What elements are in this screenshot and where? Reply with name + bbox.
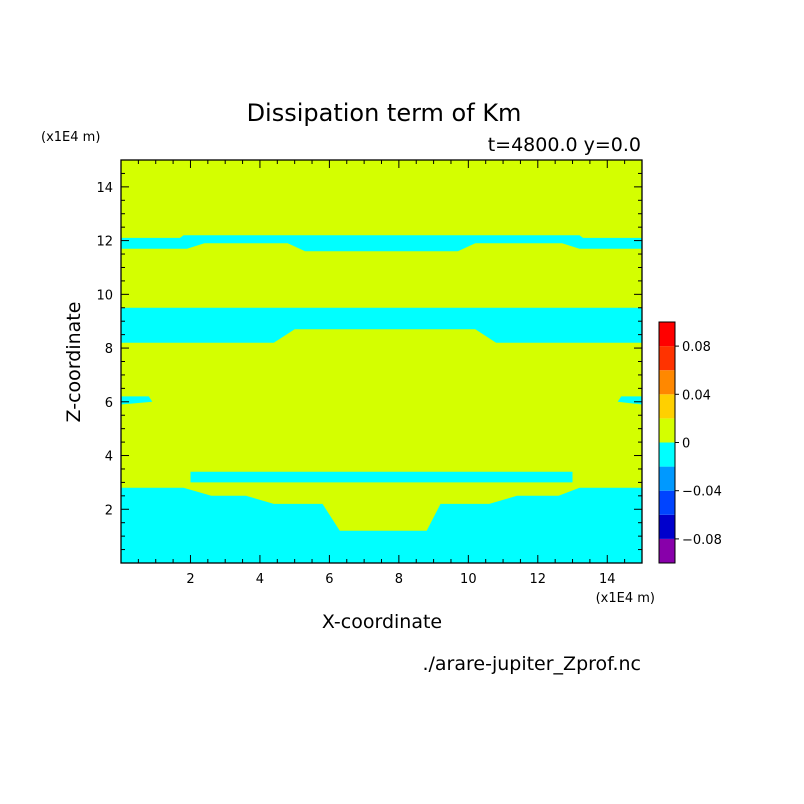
y-tick-label: 6 [105, 396, 113, 411]
y-tick-label: 4 [105, 450, 113, 465]
negative-region-4 [121, 235, 642, 252]
x-tick-label: 14 [599, 572, 616, 587]
y-tick-label: 2 [105, 503, 113, 518]
x-tick-label: 2 [186, 572, 194, 587]
chart-subtitle: t=4800.0 y=0.0 [488, 134, 641, 156]
negative-region-3 [121, 307, 642, 343]
x-tick-label: 4 [256, 572, 264, 587]
negative-region-1 [121, 487, 642, 563]
colorbar-swatch [659, 442, 675, 467]
colorbar: −0.08 −0.04 0 0.04 0.08 [658, 321, 722, 564]
colorbar-swatch [659, 514, 675, 539]
x-tick-label: 10 [460, 572, 477, 587]
y-axis-label: Z-coordinate [63, 302, 85, 423]
colorbar-tick-label: −0.08 [682, 533, 722, 548]
negative-region-5 [121, 396, 153, 405]
y-tick-label: 10 [96, 288, 113, 303]
colorbar-swatch [659, 370, 675, 395]
colorbar-swatch [659, 538, 675, 563]
plot-area [121, 160, 642, 563]
y-tick-label: 12 [96, 235, 113, 250]
x-tick-label: 6 [325, 572, 333, 587]
negative-region-6 [617, 396, 642, 405]
colorbar-tick-label: 0 [682, 437, 690, 452]
axes: 2 4 6 8 10 12 14 2 4 6 8 10 12 14 [96, 159, 643, 587]
negative-region-2 [190, 471, 573, 483]
colorbar-swatch [659, 490, 675, 515]
x-tick-label: 12 [530, 572, 547, 587]
y-unit-label: (x1E4 m) [41, 130, 100, 145]
y-tick-label: 8 [105, 342, 113, 357]
x-axis-label: X-coordinate [322, 611, 442, 633]
colorbar-swatch [659, 346, 675, 371]
file-label: ./arare-jupiter_Zprof.nc [422, 653, 641, 675]
colorbar-swatch [659, 418, 675, 443]
colorbar-swatch [659, 466, 675, 491]
colorbar-tick-label: −0.04 [682, 485, 722, 500]
x-tick-label: 8 [395, 572, 403, 587]
colorbar-tick-label: 0.04 [682, 388, 711, 403]
colorbar-swatch [659, 394, 675, 419]
x-unit-label: (x1E4 m) [596, 591, 655, 606]
y-tick-label: 14 [96, 181, 113, 196]
colorbar-tick-label: 0.08 [682, 340, 711, 355]
chart-title: Dissipation term of Km [247, 99, 522, 127]
colorbar-swatch [659, 322, 675, 347]
